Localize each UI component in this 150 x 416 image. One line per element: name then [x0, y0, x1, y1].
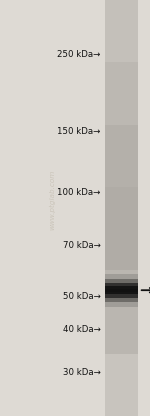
Bar	[105, 289, 138, 292]
Bar	[105, 62, 138, 125]
Text: 30 kDa→: 30 kDa→	[63, 368, 100, 377]
Text: www.ptglab.com: www.ptglab.com	[50, 169, 56, 230]
Bar	[105, 125, 138, 187]
Bar	[105, 354, 138, 416]
Bar	[105, 274, 138, 307]
Bar	[105, 0, 138, 62]
Bar	[105, 279, 138, 302]
Text: 70 kDa→: 70 kDa→	[63, 241, 100, 250]
Text: 50 kDa→: 50 kDa→	[63, 292, 100, 301]
Bar	[105, 270, 138, 354]
Text: 40 kDa→: 40 kDa→	[63, 325, 100, 334]
Bar	[105, 286, 138, 295]
Bar	[105, 283, 138, 298]
Bar	[105, 187, 138, 270]
Text: 150 kDa→: 150 kDa→	[57, 127, 100, 136]
Text: 100 kDa→: 100 kDa→	[57, 188, 100, 197]
Text: 250 kDa→: 250 kDa→	[57, 50, 100, 59]
